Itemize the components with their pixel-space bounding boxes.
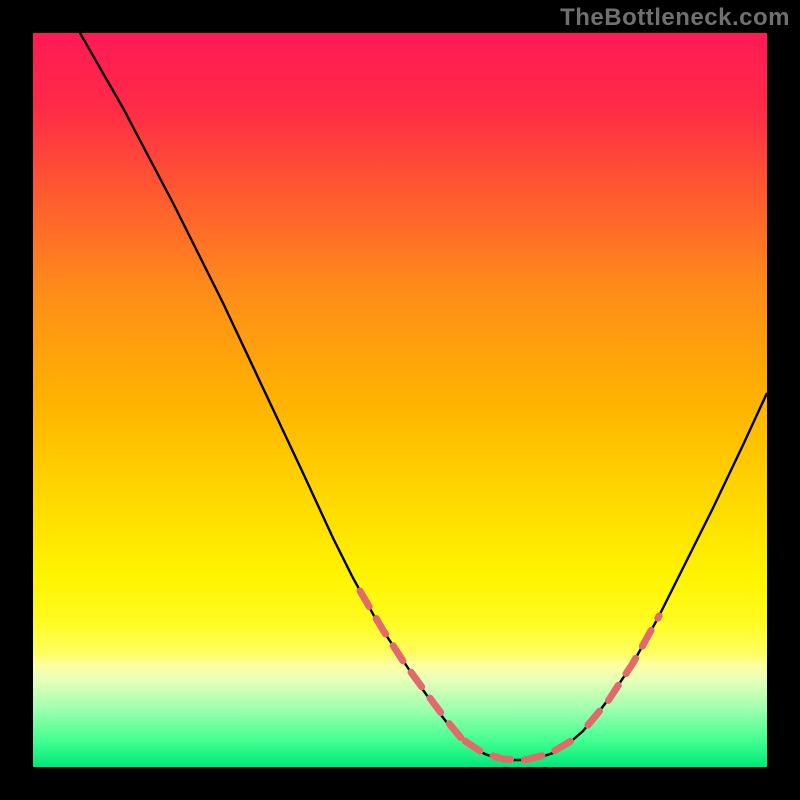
bottleneck-curve <box>80 33 767 760</box>
dashed-overlay-2 <box>588 616 659 725</box>
dashed-overlay-group <box>360 591 659 760</box>
dashed-overlay-1 <box>465 741 571 760</box>
plot-area <box>33 33 767 767</box>
watermark-text: TheBottleneck.com <box>560 4 790 32</box>
chart-container: TheBottleneck.com <box>0 0 800 800</box>
curve-layer <box>33 33 767 767</box>
dashed-overlay-0 <box>360 591 461 738</box>
